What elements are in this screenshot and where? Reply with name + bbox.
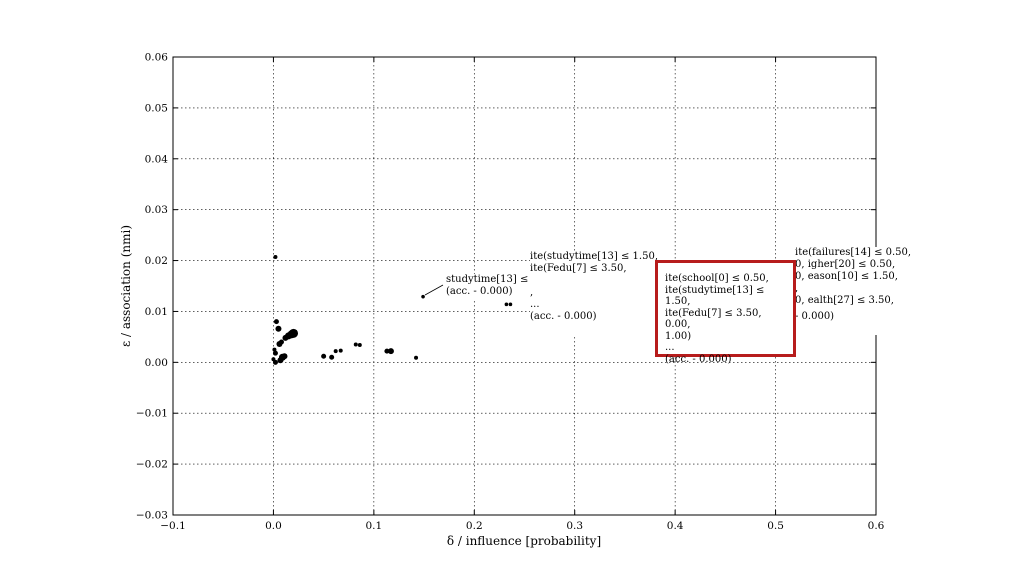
annotation-line: 0.00, bbox=[665, 319, 691, 330]
x-tick-label: 0.2 bbox=[466, 520, 483, 532]
data-point bbox=[272, 359, 278, 365]
data-point bbox=[273, 254, 278, 259]
annotation-line: ... bbox=[665, 342, 675, 353]
data-point bbox=[333, 349, 338, 354]
annotation-line: 1.00) bbox=[665, 330, 692, 342]
data-point bbox=[421, 294, 425, 299]
data-points bbox=[271, 254, 513, 365]
data-point bbox=[272, 350, 278, 356]
annotation-line: ite(Fedu[7] ≤ 3.50, bbox=[530, 263, 627, 273]
data-point bbox=[353, 342, 358, 347]
x-tick-label: 0.1 bbox=[366, 520, 383, 532]
data-point bbox=[273, 319, 279, 325]
data-point bbox=[289, 328, 299, 338]
y-tick-label: 0.00 bbox=[145, 357, 168, 369]
data-point bbox=[414, 355, 419, 360]
data-point bbox=[281, 353, 288, 360]
annotation-line: 0, igher[20] ≤ 0.50, bbox=[795, 259, 896, 270]
annotation-line: ite(studytime[13] ≤ 1.50, bbox=[665, 284, 765, 308]
annotation-line: 0, ealth[27] ≤ 3.50, bbox=[795, 295, 894, 306]
annotation-ite-studytime: ite(studytime[13] ≤ 1.50, ite(Fedu[7] ≤ … bbox=[530, 251, 660, 335]
annotation-line: (acc. - 0.000) bbox=[530, 311, 597, 322]
annotation-line: 0, eason[10] ≤ 1.50, bbox=[795, 271, 898, 282]
annotation-line: ite(failures[14] ≤ 0.50, bbox=[795, 247, 912, 258]
annotation-line: (acc. - 0.000) bbox=[665, 353, 732, 365]
x-tick-label: 0.6 bbox=[868, 520, 885, 532]
y-axis-label: ε / association (nmi) bbox=[119, 225, 133, 347]
data-point bbox=[329, 354, 335, 360]
data-point bbox=[277, 357, 284, 364]
y-tick-label: −0.02 bbox=[136, 459, 168, 471]
annotation-line: studytime[13] ≤ 1.50 bbox=[446, 274, 554, 285]
data-point bbox=[338, 348, 343, 353]
grid-lines bbox=[173, 57, 876, 515]
axis-ticks: −0.1 0.0 0.1 0.2 0.3 0.4 0.5 0.6 −0.03 −0.02 −0.01… bbox=[136, 52, 885, 533]
highlighted-annotation: ite(school[0] ≤ 0.50, ite(studytime[13] … bbox=[655, 260, 796, 365]
data-point bbox=[321, 353, 327, 359]
y-tick-label: −0.01 bbox=[136, 408, 168, 420]
data-point bbox=[384, 348, 390, 354]
data-point bbox=[504, 302, 509, 307]
y-tick-label: 0.06 bbox=[145, 52, 169, 64]
data-point bbox=[357, 343, 362, 348]
y-tick-label: 0.04 bbox=[145, 153, 169, 165]
data-point bbox=[275, 325, 282, 332]
annotation-line: ite(studytime[13] ≤ 1.50, bbox=[530, 251, 659, 262]
x-axis-label: δ / influence [probability] bbox=[447, 534, 601, 548]
y-tick-label: −0.03 bbox=[136, 510, 168, 522]
annotation-line: - 0.000) bbox=[795, 311, 835, 322]
annotation-line: (acc. - 0.000) bbox=[446, 285, 513, 297]
annotation-arrow bbox=[424, 284, 444, 296]
x-tick-label: 0.3 bbox=[566, 520, 583, 532]
x-tick-label: −0.1 bbox=[160, 520, 186, 532]
x-tick-label: 0.0 bbox=[265, 520, 282, 532]
y-tick-label: 0.01 bbox=[145, 306, 168, 318]
annotation-line: ite(school[0] ≤ 0.50, bbox=[665, 273, 769, 284]
data-point bbox=[387, 348, 394, 355]
data-point bbox=[278, 339, 284, 345]
annotation-line: ... bbox=[530, 299, 540, 310]
annotation-ite-failures: ite(failures[14] ≤ 0.50, 0, igher[20] ≤ … bbox=[795, 247, 915, 335]
data-point bbox=[272, 347, 277, 352]
annotation-line: ite(Fedu[7] ≤ 3.50, bbox=[665, 307, 762, 319]
annotation-line: , bbox=[530, 287, 534, 298]
data-point bbox=[508, 302, 513, 307]
y-tick-label: 0.02 bbox=[145, 255, 168, 267]
x-tick-label: 0.5 bbox=[767, 520, 784, 532]
x-tick-label: 0.4 bbox=[667, 520, 684, 532]
y-tick-label: 0.05 bbox=[145, 102, 168, 114]
y-tick-label: 0.03 bbox=[145, 204, 168, 216]
annotation-line: , bbox=[795, 283, 799, 294]
